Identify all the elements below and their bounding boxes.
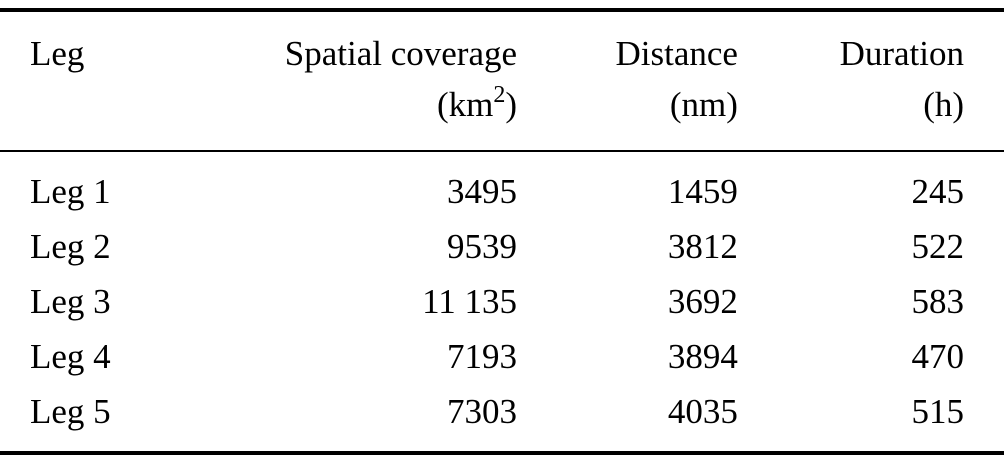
spatial-coverage-cell: 9539 <box>447 227 518 266</box>
leg-cell: Leg 4 <box>30 337 111 376</box>
spatial-coverage-cell: 7193 <box>447 337 518 376</box>
distance-cell: 3692 <box>667 282 738 321</box>
column-header-duration: Duration <box>839 34 964 73</box>
leg-cell: Leg 5 <box>30 392 111 431</box>
distance-cell: 3812 <box>667 227 738 266</box>
distance-cell: 4035 <box>667 392 738 431</box>
spatial-coverage-cell: 11 135 <box>422 282 518 321</box>
data-table: Leg Spatial coverage Distance Duration (… <box>0 8 1004 455</box>
unit-km-superscript: 2 <box>493 82 506 108</box>
duration-cell: 583 <box>911 282 965 321</box>
duration-cell: 245 <box>911 172 965 211</box>
unit-km-suffix: ) <box>505 85 518 124</box>
unit-distance: (nm) <box>669 85 738 124</box>
unit-spatial-coverage: (km2) <box>201 82 517 151</box>
leg-cell: Leg 2 <box>30 227 111 266</box>
distance-cell: 3894 <box>667 337 738 376</box>
header-label-row: Leg Spatial coverage Distance Duration <box>0 10 1004 82</box>
table-row: Leg 3 11 135 3692 583 <box>0 274 1004 329</box>
header-unit-row: (km2) (nm) (h) <box>0 82 1004 151</box>
duration-cell: 470 <box>911 337 965 376</box>
table-header: Leg Spatial coverage Distance Duration (… <box>0 10 1004 151</box>
distance-cell: 1459 <box>667 172 738 211</box>
unit-leg <box>0 82 201 151</box>
spatial-coverage-cell: 3495 <box>447 172 518 211</box>
duration-cell: 515 <box>911 392 965 431</box>
leg-cell: Leg 3 <box>30 282 111 321</box>
column-header-spatial-coverage: Spatial coverage <box>284 34 518 73</box>
table-row: Leg 5 7303 4035 515 <box>0 384 1004 453</box>
leg-cell: Leg 1 <box>30 172 111 211</box>
unit-km-prefix: (km <box>437 85 494 124</box>
table-body: Leg 1 3495 1459 245 Leg 2 9539 3812 522 … <box>0 151 1004 453</box>
table-row: Leg 4 7193 3894 470 <box>0 329 1004 384</box>
unit-duration: (h) <box>923 85 964 124</box>
duration-cell: 522 <box>911 227 965 266</box>
table-row: Leg 1 3495 1459 245 <box>0 151 1004 219</box>
column-header-leg: Leg <box>30 34 85 73</box>
column-header-distance: Distance <box>615 34 738 73</box>
table-row: Leg 2 9539 3812 522 <box>0 219 1004 274</box>
spatial-coverage-cell: 7303 <box>447 392 518 431</box>
